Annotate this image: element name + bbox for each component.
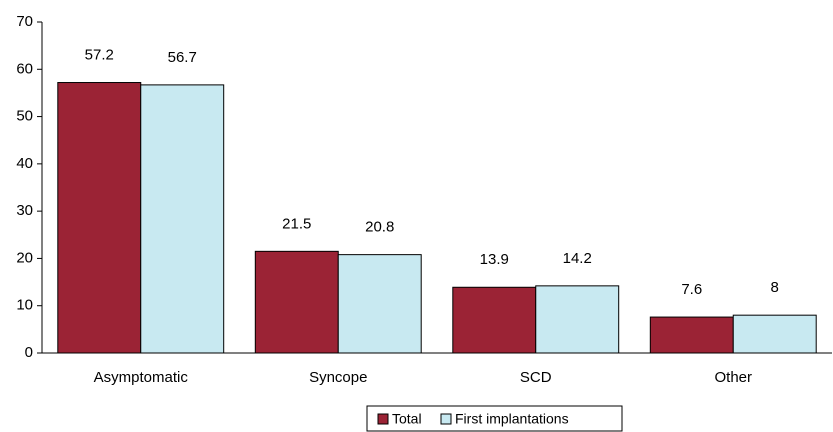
x-tick-label: Asymptomatic xyxy=(94,369,189,386)
value-label: 21.5 xyxy=(282,215,311,232)
legend-swatch xyxy=(440,413,452,425)
bar xyxy=(535,285,620,354)
y-tick-label: 60 xyxy=(16,60,33,77)
bar xyxy=(649,316,734,354)
x-tick-label: Other xyxy=(714,369,752,386)
y-tick-label: 50 xyxy=(16,108,33,125)
bar xyxy=(732,314,817,354)
bar xyxy=(452,286,537,354)
x-tick-label: Syncope xyxy=(309,369,367,386)
y-tick-label: 10 xyxy=(16,297,33,314)
legend-label: Total xyxy=(392,411,422,427)
y-tick-label: 20 xyxy=(16,249,33,266)
y-tick-label: 0 xyxy=(25,344,33,361)
x-tick-label: SCD xyxy=(520,369,552,386)
value-label: 8 xyxy=(771,279,779,296)
value-label: 57.2 xyxy=(85,46,114,63)
y-tick-label: 70 xyxy=(16,13,33,30)
value-label: 14.2 xyxy=(563,250,592,267)
legend-box xyxy=(366,405,623,432)
bar xyxy=(140,84,225,354)
bar xyxy=(254,250,339,354)
value-label: 13.9 xyxy=(480,251,509,268)
value-label: 7.6 xyxy=(681,281,702,298)
value-label: 20.8 xyxy=(365,219,394,236)
bar xyxy=(337,254,422,354)
y-tick-label: 40 xyxy=(16,155,33,172)
value-label: 56.7 xyxy=(168,49,197,66)
legend-swatch xyxy=(377,413,389,425)
legend-label: First implantations xyxy=(455,411,569,427)
bar xyxy=(57,82,142,354)
y-tick-label: 30 xyxy=(16,202,33,219)
